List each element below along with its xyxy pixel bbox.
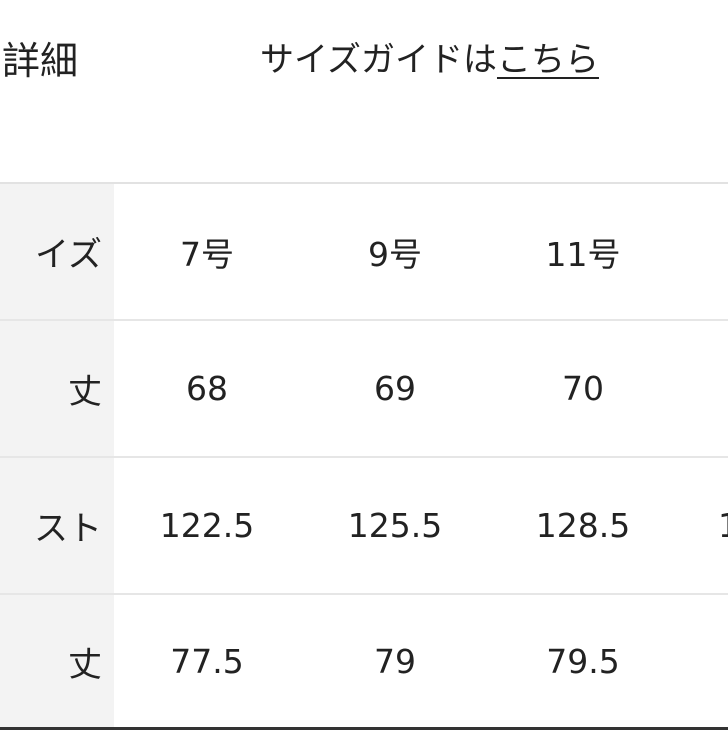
table-cell: 9号	[368, 234, 422, 274]
table-cell: 79.5	[546, 641, 620, 681]
size-guide-link[interactable]: こちら	[496, 40, 599, 80]
table-cell: 122.5	[159, 506, 255, 545]
table-row: 丈 68 69 70	[0, 321, 728, 458]
row-label: イズ	[0, 184, 114, 319]
size-table: イズ 7号 9号 11号 丈 68 69 70 スト 122.5 125.5 1…	[0, 182, 728, 730]
row-label: 丈	[0, 595, 114, 727]
size-guide: サイズガイドはこちら	[260, 32, 599, 81]
row-label: 丈	[0, 321, 114, 456]
table-cell: 7号	[180, 234, 234, 274]
table-cell: 70	[562, 369, 604, 408]
table-cell: 79	[374, 641, 416, 681]
section-title-text: 詳細	[2, 39, 79, 83]
table-cell: 125.5	[347, 506, 443, 545]
table-cell: 69	[374, 369, 416, 408]
row-label: スト	[0, 458, 114, 593]
table-cell: 11号	[545, 234, 621, 274]
table-cell: 128.5	[535, 506, 631, 545]
table-row: スト 122.5 125.5 128.5 1	[0, 458, 728, 595]
size-guide-text: サイズガイドは	[260, 40, 497, 80]
table-row: 丈 77.5 79 79.5	[0, 595, 728, 730]
section-title: 詳細	[0, 30, 78, 85]
table-cell: 77.5	[170, 641, 244, 681]
table-cell: 68	[186, 369, 228, 408]
table-row-size: イズ 7号 9号 11号	[0, 184, 728, 321]
table-cell-partial: 1	[718, 458, 728, 593]
